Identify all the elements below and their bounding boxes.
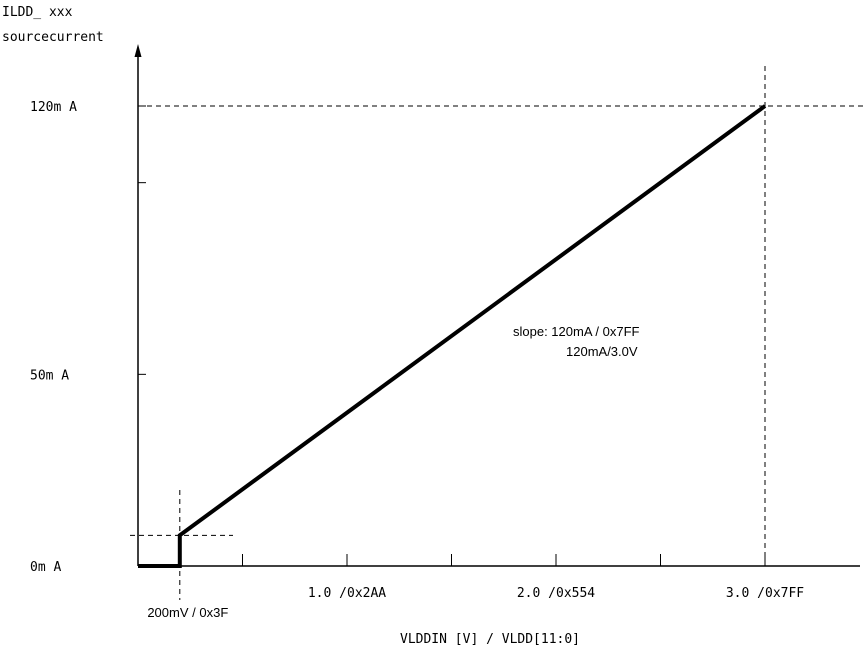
x-start-label: 200mV / 0x3F — [147, 605, 228, 620]
y-tick-label: 50m A — [30, 368, 69, 383]
axis-ticks — [138, 105, 766, 566]
y-axis-title-line1: ILDD_ xxx — [2, 5, 73, 20]
y-tick-label: 120m A — [30, 100, 77, 115]
y-axis-title-line2: sourcecurrent — [2, 30, 104, 45]
y-axis-arrow — [134, 44, 142, 57]
x-axis-title: VLDDIN [V] / VLDD[11:0] — [400, 632, 580, 647]
tick-labels: 0m A 50m A 120m A 1.0 /0x2AA 2.0 /0x554 3.0 /… — [30, 100, 804, 620]
x-tick-label: 1.0 /0x2AA — [308, 586, 386, 601]
guide-lines — [130, 66, 865, 600]
slope-annotation-line1: slope: 120mA / 0x7FF — [513, 324, 640, 339]
series-layer — [138, 104, 767, 568]
series-line — [138, 104, 767, 568]
slope-annotation-line2: 120mA/3.0V — [566, 344, 638, 359]
x-tick-label: 2.0 /0x554 — [517, 586, 595, 601]
x-tick-label: 3.0 /0x7FF — [726, 586, 804, 601]
y-tick-label: 0m A — [30, 560, 61, 575]
